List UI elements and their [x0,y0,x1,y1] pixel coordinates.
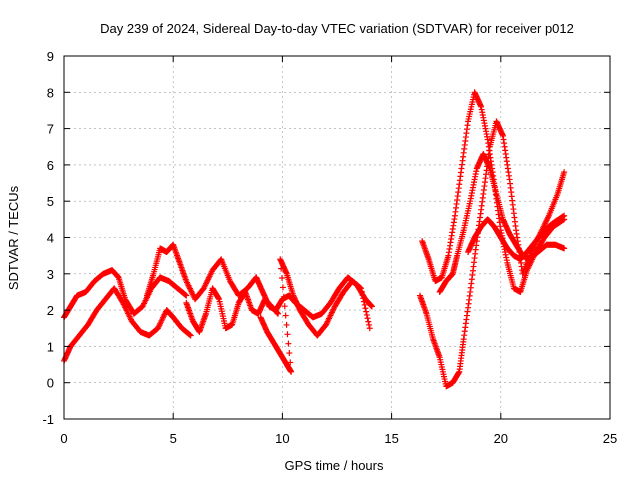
data-marks [61,89,568,390]
series-satellite-arc-6 [257,256,373,375]
y-tick-label: 8 [47,85,54,100]
data-point [360,295,367,302]
data-point [561,245,568,252]
data-point [363,308,370,315]
y-tick-label: 5 [47,194,54,209]
data-point [361,301,368,308]
series-satellite-arc-3 [143,241,260,303]
data-point [279,284,286,291]
data-point [285,340,292,347]
grid [64,56,610,419]
data-point [561,212,568,219]
y-tick-label: -1 [42,412,54,427]
y-tick-label: 4 [47,231,54,246]
x-tick-label: 20 [494,431,508,446]
data-point [362,305,369,312]
x-tick-label: 15 [384,431,398,446]
data-point [280,293,287,300]
data-point [187,332,194,339]
data-point [365,318,372,325]
data-point [357,284,364,291]
series-satellite-arc-1 [61,267,190,321]
x-tick-label: 5 [170,431,177,446]
y-tick-label: 3 [47,267,54,282]
data-point [282,312,289,319]
data-point [364,315,371,322]
data-point [283,321,290,328]
data-point [288,368,295,375]
y-tick-label: 2 [47,303,54,318]
data-point [182,291,189,298]
data-point [279,275,286,282]
data-point [560,213,567,220]
x-tick-label: 0 [60,431,67,446]
series-satellite-arc-5 [253,274,375,321]
y-axis-label: SDTVAR / TECUs [6,185,21,290]
data-point [368,303,375,310]
y-tick-label: 0 [47,376,54,391]
data-point [281,303,288,310]
data-point [366,325,373,332]
y-tick-label: 6 [47,158,54,173]
series-satellite-arc-7 [416,118,568,390]
data-point [186,331,193,338]
data-point [363,311,370,318]
data-point [284,331,291,338]
data-point [358,288,365,295]
y-tick-label: 9 [47,49,54,64]
y-tick-label: 7 [47,122,54,137]
x-tick-label: 10 [275,431,289,446]
data-point [358,285,365,292]
chart-title: Day 239 of 2024, Sidereal Day-to-day VTE… [100,21,574,36]
series-satellite-arc-10 [465,212,568,263]
data-point [561,169,568,176]
axis-ticks: 0 5 10 15 20 25 -1 0 1 2 3 4 5 6 7 8 9 [42,49,617,446]
data-point [286,350,293,357]
data-point [360,298,367,305]
series-satellite-arc-9 [436,151,568,295]
data-point [366,321,373,328]
data-point [275,310,282,317]
data-point [183,292,190,299]
series-satellite-arc-2 [61,285,194,364]
x-axis-label: GPS time / hours [285,458,384,473]
data-point [287,359,294,366]
data-point [359,291,366,298]
y-tick-label: 1 [47,339,54,354]
x-tick-label: 25 [603,431,617,446]
